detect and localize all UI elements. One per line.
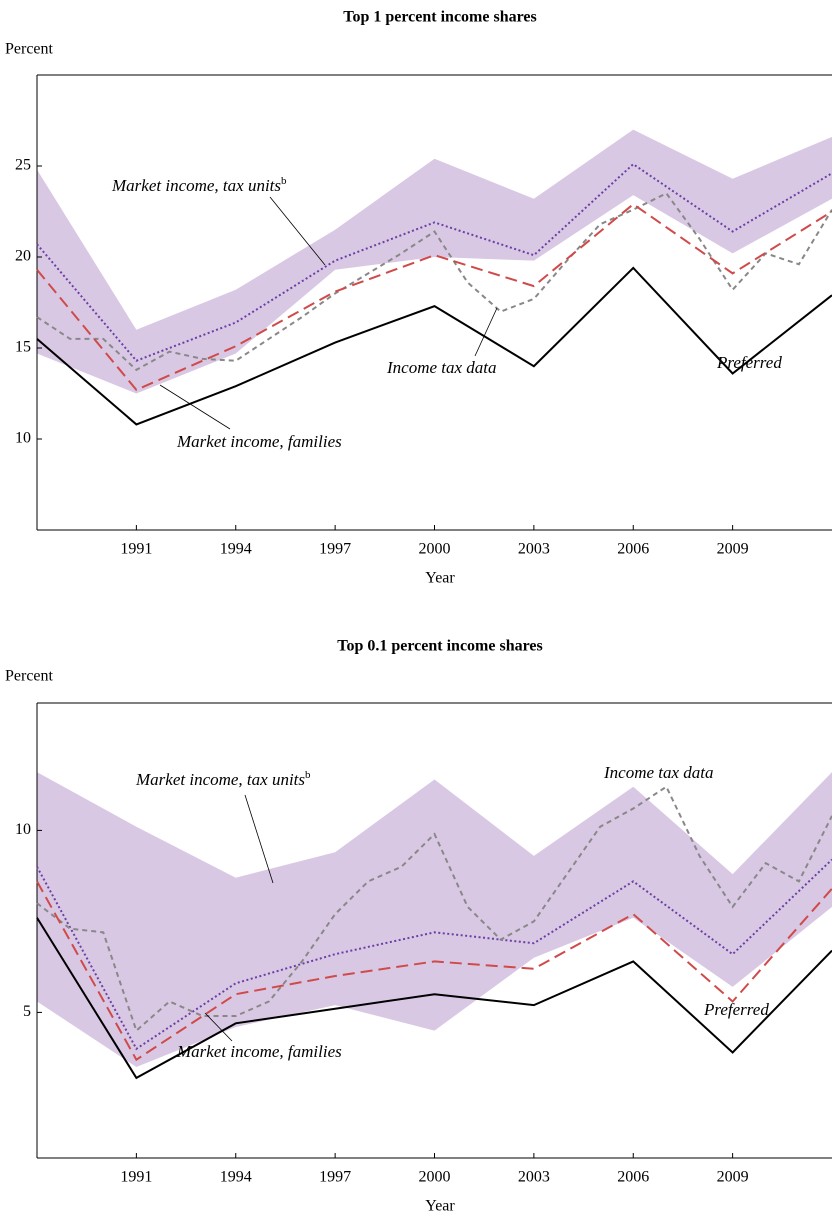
series-line — [36, 785, 832, 1033]
x-tick-label: 1997 — [319, 1169, 351, 1186]
x-axis-label: Year — [425, 1198, 455, 1215]
series-line — [36, 202, 832, 392]
annotation-text: Preferred — [716, 353, 782, 372]
y-axis-label: Percent — [5, 668, 54, 685]
leader-line — [269, 196, 326, 266]
annotation: Market income, families — [176, 432, 342, 451]
series-line — [36, 162, 832, 362]
x-tick-label: 1997 — [319, 541, 351, 558]
y-tick-label: 10 — [15, 430, 31, 447]
annotation-text: Income tax data — [386, 358, 497, 377]
annotation: Market income, tax unitsb — [111, 175, 287, 195]
x-tick-label: 2006 — [617, 1169, 649, 1186]
annotation: Preferred — [703, 1000, 769, 1019]
y-tick-label: 15 — [15, 339, 31, 356]
series-line — [36, 917, 832, 1080]
x-tick-label: 1994 — [220, 541, 252, 558]
x-axis-label: Year — [425, 570, 455, 587]
x-tick-label: 2006 — [617, 541, 649, 558]
annotation-text: Preferred — [703, 1000, 769, 1019]
y-tick-label: 5 — [23, 1003, 31, 1020]
annotation-sup: b — [281, 175, 287, 187]
annotation-text: Income tax data — [603, 763, 714, 782]
annotation: Income tax data — [603, 763, 714, 782]
y-axis-label: Percent — [5, 41, 54, 58]
x-tick-label: 2000 — [419, 1169, 451, 1186]
annotation: Market income, families — [176, 1042, 342, 1061]
annotation: Income tax data — [386, 358, 497, 377]
series-line — [36, 880, 832, 1062]
x-tick-label: 2009 — [717, 541, 749, 558]
x-tick-label: 2003 — [518, 1169, 550, 1186]
x-tick-label: 2003 — [518, 541, 550, 558]
annotation-text: Market income, tax units — [135, 770, 305, 789]
x-tick-label: 2000 — [419, 541, 451, 558]
range-band — [37, 129, 832, 394]
leader-line — [159, 384, 231, 430]
y-tick-label: 20 — [15, 248, 31, 265]
annotation: Market income, tax unitsb — [135, 769, 311, 789]
x-tick-label: 1994 — [220, 1169, 252, 1186]
y-tick-label: 25 — [15, 157, 31, 174]
chart-title: Top 1 percent income shares — [343, 9, 536, 26]
annotation-text: Market income, families — [176, 432, 342, 451]
annotation-text: Market income, tax units — [111, 176, 281, 195]
series-line — [36, 192, 832, 372]
leader-line — [474, 307, 498, 357]
x-tick-label: 2009 — [717, 1169, 749, 1186]
range-band — [37, 772, 832, 1067]
annotation: Preferred — [716, 353, 782, 372]
series-line — [36, 266, 832, 426]
chart-title: Top 0.1 percent income shares — [337, 638, 542, 655]
y-tick-label: 10 — [15, 821, 31, 838]
x-tick-label: 1991 — [120, 541, 152, 558]
series-line — [36, 858, 832, 1051]
leader-line — [204, 1012, 233, 1042]
x-tick-label: 1991 — [120, 1169, 152, 1186]
annotation-text: Market income, families — [176, 1042, 342, 1061]
annotation-sup: b — [305, 769, 311, 781]
leader-line — [244, 794, 274, 884]
